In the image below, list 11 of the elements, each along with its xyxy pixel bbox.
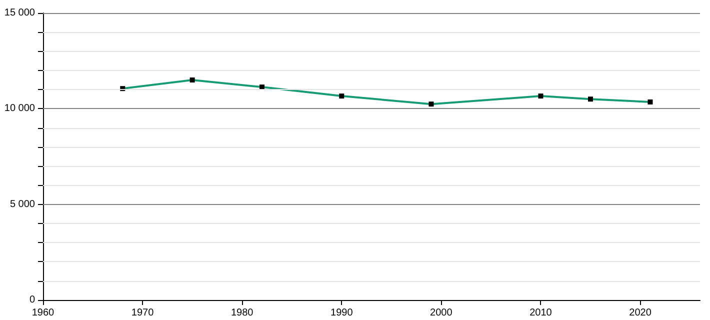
x-tick-label: 1980 xyxy=(230,308,254,318)
x-tick-label: 1960 xyxy=(32,308,55,318)
x-tick-label: 2020 xyxy=(629,308,652,318)
x-tick-label: 2010 xyxy=(530,308,552,318)
y-tick-label: 0 xyxy=(29,294,36,306)
x-tick-label: 2000 xyxy=(430,308,453,318)
y-tick-label: 15 000 xyxy=(4,8,36,18)
x-tick-label: 1970 xyxy=(131,308,154,318)
x-tick-label: 1990 xyxy=(330,308,354,318)
y-tick-label: 5 000 xyxy=(10,198,36,210)
y-tick-label: 10 000 xyxy=(4,103,36,114)
